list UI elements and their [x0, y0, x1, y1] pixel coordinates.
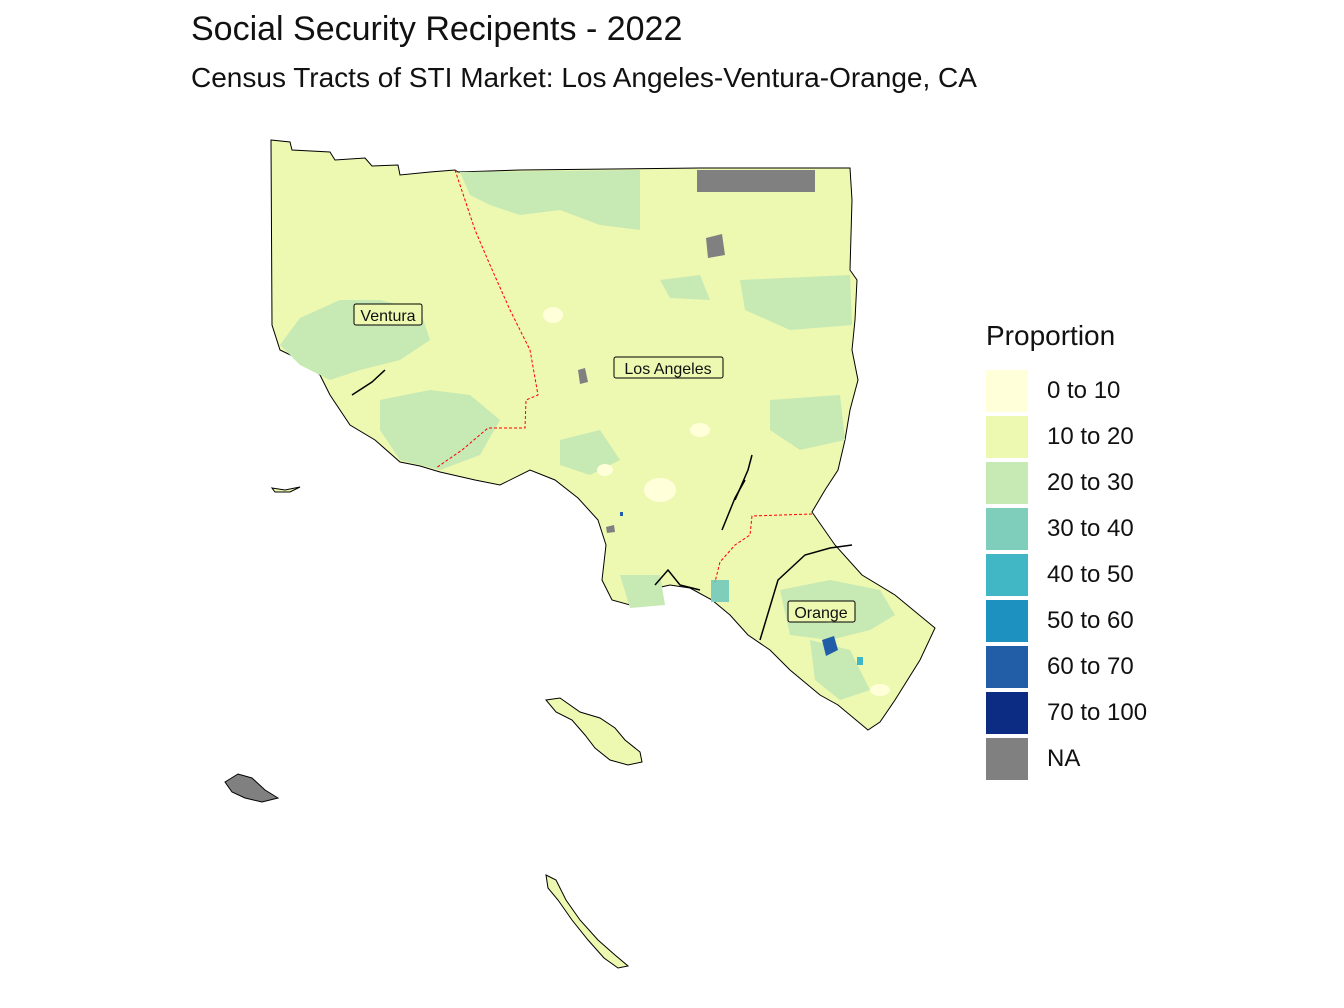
choropleth-map: Ventura Los Angeles Orange [224, 139, 936, 969]
legend-item: 50 to 60 [986, 598, 1147, 644]
county-boundaries [435, 169, 813, 583]
legend-item: NA [986, 736, 1147, 782]
county-label-text: Orange [794, 605, 847, 622]
water-features [351, 369, 853, 641]
legend-item: 70 to 100 [986, 690, 1147, 736]
legend-swatch [986, 462, 1028, 504]
tracts-0-to-10 [543, 307, 890, 696]
map-subtitle: Census Tracts of STI Market: Los Angeles… [191, 62, 977, 93]
legend-swatch [986, 554, 1028, 596]
island-san-clemente [545, 874, 630, 969]
legend-swatch [986, 416, 1028, 458]
legend-title: Proportion [986, 320, 1116, 351]
legend-item: 30 to 40 [986, 506, 1147, 552]
legend-label: 10 to 20 [1047, 423, 1134, 450]
legend-label: 40 to 50 [1047, 561, 1134, 588]
legend-swatch [986, 646, 1028, 688]
legend-item: 60 to 70 [986, 644, 1147, 690]
legend-label: 0 to 10 [1047, 377, 1121, 404]
legend-swatch [986, 508, 1028, 550]
legend-item: 20 to 30 [986, 460, 1147, 506]
county-label-text: Ventura [360, 308, 415, 325]
legend-swatch [986, 692, 1028, 734]
legend-label: 20 to 30 [1047, 469, 1134, 496]
tracts-high [620, 512, 863, 665]
legend-label: 50 to 60 [1047, 607, 1134, 634]
legend-label: NA [1047, 745, 1081, 772]
legend-swatch [986, 738, 1028, 780]
legend-swatch [986, 370, 1028, 412]
county-label-ventura: Ventura [353, 303, 423, 326]
legend-swatch [986, 600, 1028, 642]
legend: Proportion 0 to 10 10 to 20 20 to 30 30 to … [986, 320, 1147, 782]
legend-item: 0 to 10 [986, 368, 1147, 414]
legend-label: 70 to 100 [1047, 699, 1148, 726]
county-label-text: Los Angeles [624, 361, 711, 378]
island-san-nicolas [224, 773, 280, 803]
map-title: Social Security Recipents - 2022 [191, 10, 683, 48]
legend-label: 60 to 70 [1047, 653, 1134, 680]
tracts-na [578, 170, 815, 533]
legend-item: 40 to 50 [986, 552, 1147, 598]
island-anacapa [270, 486, 301, 493]
legend-label: 30 to 40 [1047, 515, 1134, 542]
county-label-orange: Orange [787, 600, 856, 623]
legend-item: 10 to 20 [986, 414, 1147, 460]
legend-items: 0 to 10 10 to 20 20 to 30 30 to 40 40 to 50 5… [986, 368, 1147, 782]
county-label-los-angeles: Los Angeles [613, 356, 724, 379]
island-santa-catalina [545, 697, 643, 766]
